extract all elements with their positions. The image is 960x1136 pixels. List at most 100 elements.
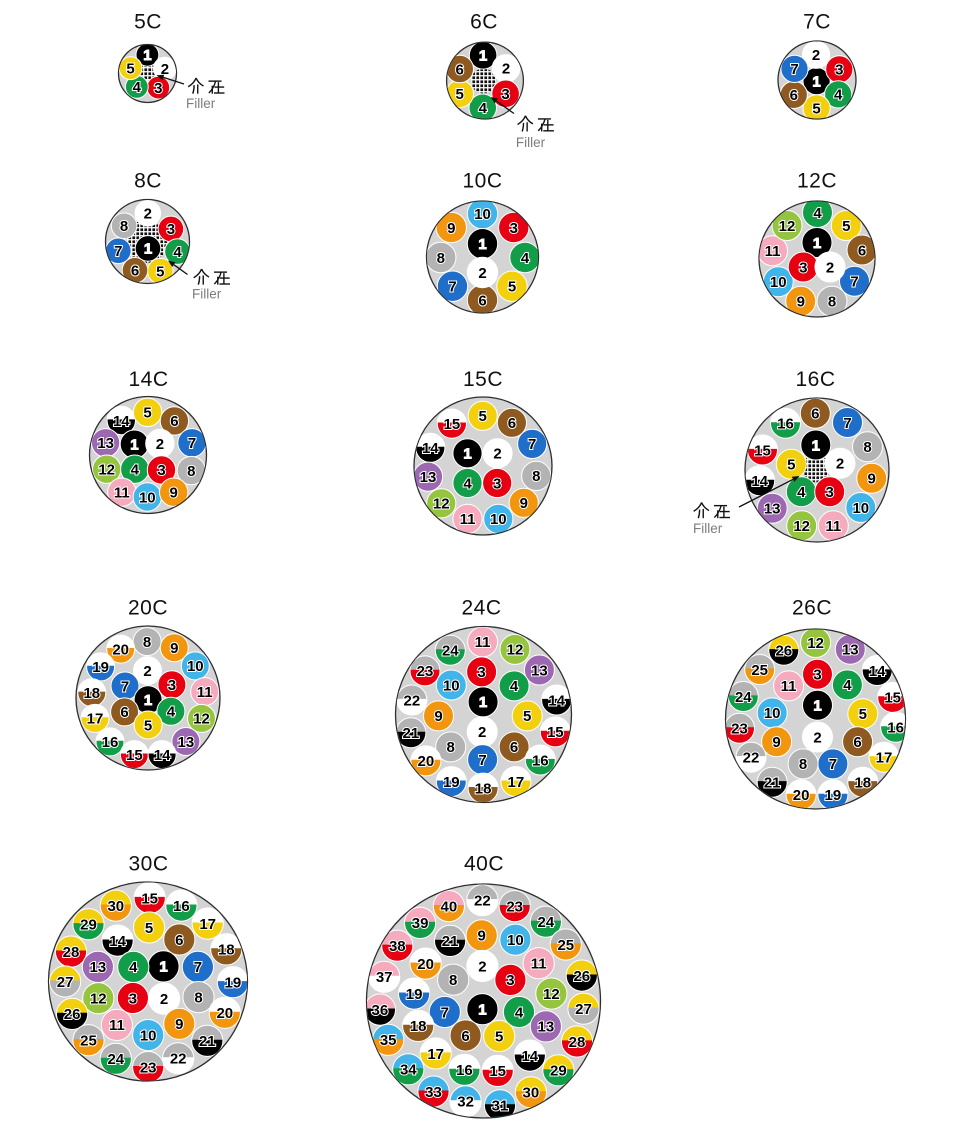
- svg-text:3: 3: [506, 972, 514, 989]
- svg-text:7: 7: [829, 756, 837, 773]
- svg-text:10: 10: [139, 489, 156, 506]
- svg-text:1: 1: [812, 73, 820, 90]
- svg-text:29: 29: [80, 917, 97, 934]
- svg-text:17: 17: [508, 774, 525, 791]
- svg-text:2: 2: [812, 47, 820, 64]
- svg-text:4: 4: [843, 677, 852, 694]
- svg-text:5: 5: [144, 717, 152, 734]
- svg-text:7: 7: [843, 415, 851, 432]
- svg-text:19: 19: [825, 787, 842, 804]
- svg-text:1: 1: [812, 437, 820, 454]
- svg-text:22: 22: [170, 1051, 187, 1068]
- svg-text:34: 34: [400, 1062, 417, 1079]
- svg-text:14: 14: [154, 747, 171, 764]
- svg-text:5: 5: [143, 405, 151, 422]
- svg-text:16: 16: [102, 734, 119, 751]
- svg-text:13: 13: [97, 435, 114, 452]
- svg-text:7: 7: [478, 752, 486, 769]
- svg-text:12C: 12C: [797, 170, 837, 193]
- svg-text:15: 15: [444, 416, 461, 433]
- svg-text:12: 12: [98, 462, 115, 479]
- svg-text:8: 8: [143, 634, 151, 651]
- svg-text:16: 16: [532, 752, 549, 769]
- svg-text:9: 9: [175, 1016, 183, 1033]
- svg-text:7: 7: [441, 1004, 449, 1021]
- svg-text:3: 3: [154, 80, 162, 97]
- svg-text:8: 8: [194, 989, 202, 1006]
- svg-text:6: 6: [461, 1028, 469, 1045]
- svg-text:Filler: Filler: [186, 96, 216, 111]
- svg-text:6: 6: [858, 242, 866, 259]
- svg-text:16: 16: [173, 898, 190, 915]
- svg-text:10: 10: [507, 932, 524, 949]
- svg-text:1: 1: [130, 437, 138, 454]
- svg-text:13: 13: [842, 642, 859, 659]
- svg-text:6: 6: [853, 734, 861, 751]
- svg-text:23: 23: [417, 663, 434, 680]
- svg-text:25: 25: [80, 1033, 97, 1050]
- svg-text:16: 16: [456, 1062, 473, 1079]
- svg-text:7: 7: [850, 274, 858, 291]
- svg-text:39: 39: [412, 915, 429, 932]
- svg-text:26: 26: [573, 968, 590, 985]
- svg-text:19: 19: [92, 659, 109, 676]
- svg-text:26C: 26C: [792, 597, 832, 620]
- svg-text:5: 5: [812, 101, 820, 118]
- svg-text:2: 2: [161, 61, 169, 78]
- svg-text:22: 22: [474, 893, 491, 910]
- svg-text:7C: 7C: [803, 11, 831, 34]
- svg-text:8: 8: [799, 756, 807, 773]
- svg-text:9: 9: [170, 640, 178, 657]
- svg-text:Filler: Filler: [693, 521, 723, 536]
- svg-text:17: 17: [876, 750, 893, 767]
- svg-text:6: 6: [508, 415, 516, 432]
- svg-text:20: 20: [418, 753, 435, 770]
- svg-text:1: 1: [479, 48, 487, 65]
- svg-text:25: 25: [557, 937, 574, 954]
- svg-text:10: 10: [770, 274, 787, 291]
- svg-text:15: 15: [884, 690, 901, 707]
- svg-text:1: 1: [478, 236, 486, 253]
- svg-text:8: 8: [447, 739, 455, 756]
- svg-text:2: 2: [156, 436, 164, 453]
- svg-text:12: 12: [779, 218, 796, 235]
- svg-text:24: 24: [538, 914, 555, 931]
- svg-text:1: 1: [463, 446, 471, 463]
- svg-text:28: 28: [63, 944, 80, 961]
- svg-text:8: 8: [863, 439, 871, 456]
- svg-text:9: 9: [520, 495, 528, 512]
- svg-text:15: 15: [754, 442, 771, 459]
- svg-text:8: 8: [187, 463, 195, 480]
- svg-text:16: 16: [777, 416, 794, 433]
- svg-text:8: 8: [437, 250, 445, 267]
- svg-text:15: 15: [489, 1063, 506, 1080]
- svg-text:12: 12: [807, 635, 824, 652]
- svg-text:10: 10: [140, 1027, 157, 1044]
- svg-text:35: 35: [380, 1032, 397, 1049]
- svg-text:6: 6: [510, 739, 518, 756]
- svg-text:10C: 10C: [462, 170, 502, 193]
- svg-text:3: 3: [493, 475, 501, 492]
- svg-text:11: 11: [109, 1017, 125, 1034]
- svg-text:15: 15: [547, 724, 564, 741]
- svg-text:14: 14: [548, 692, 565, 709]
- svg-text:4: 4: [131, 462, 140, 479]
- svg-text:30C: 30C: [128, 853, 168, 876]
- svg-text:27: 27: [57, 974, 74, 991]
- svg-text:2: 2: [836, 456, 844, 473]
- svg-text:13: 13: [178, 734, 195, 751]
- svg-text:Filler: Filler: [192, 287, 222, 302]
- svg-text:22: 22: [743, 750, 760, 767]
- svg-text:20: 20: [112, 641, 129, 658]
- svg-text:4: 4: [797, 484, 806, 501]
- svg-text:6: 6: [790, 87, 798, 104]
- svg-text:10: 10: [443, 677, 460, 694]
- svg-text:7: 7: [121, 678, 129, 695]
- svg-text:2: 2: [502, 61, 510, 78]
- svg-text:26: 26: [775, 643, 792, 660]
- svg-text:13: 13: [90, 959, 107, 976]
- svg-text:20: 20: [417, 956, 434, 973]
- svg-text:40: 40: [441, 898, 458, 915]
- svg-text:1: 1: [143, 47, 151, 64]
- svg-text:6: 6: [170, 413, 178, 430]
